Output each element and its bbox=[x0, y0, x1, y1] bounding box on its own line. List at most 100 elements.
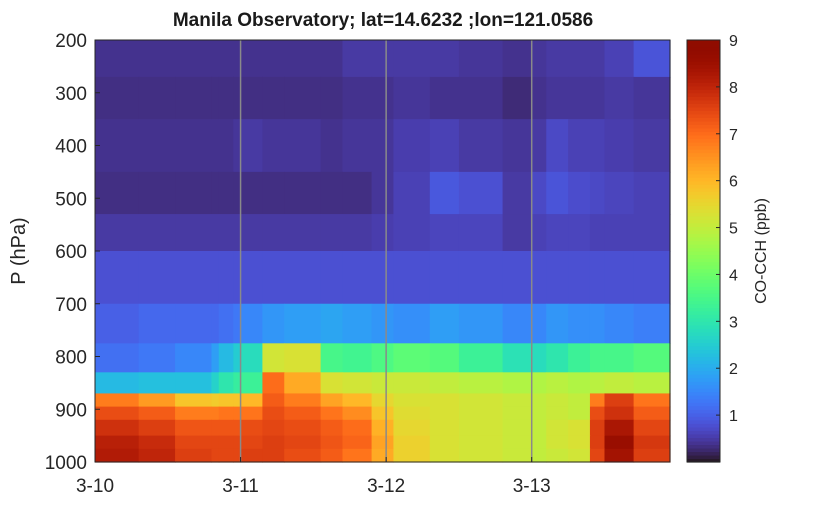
colorbar-segment bbox=[687, 282, 720, 287]
colorbar-tick-label: 2 bbox=[729, 361, 738, 378]
heatmap-cell bbox=[218, 214, 234, 252]
colorbar-segment bbox=[687, 75, 720, 80]
heatmap-cell bbox=[458, 343, 504, 373]
heatmap-cell bbox=[633, 419, 671, 437]
colorbar-segment bbox=[687, 50, 720, 55]
colorbar-segment bbox=[687, 426, 720, 431]
heatmap-cell bbox=[175, 303, 213, 344]
heatmap-cell bbox=[342, 119, 373, 173]
heatmap-cell bbox=[568, 343, 591, 373]
colorbar-segment bbox=[687, 163, 720, 168]
colorbar-segment bbox=[687, 444, 720, 449]
heatmap-cell bbox=[531, 343, 547, 373]
heatmap-cell bbox=[262, 343, 285, 373]
heatmap-cell bbox=[233, 372, 242, 395]
colorbar-ticks: 1 2 3 4 5 6 7 8 9 bbox=[716, 33, 738, 425]
heatmap-cell bbox=[429, 372, 460, 395]
heatmap-cell bbox=[604, 372, 635, 395]
heatmap-cell bbox=[429, 171, 460, 215]
colorbar-segment bbox=[687, 433, 720, 438]
heatmap-cell bbox=[531, 119, 547, 173]
y-tick-label: 300 bbox=[55, 84, 87, 105]
x-tick-label: 3-10 bbox=[76, 476, 114, 497]
colorbar-segment bbox=[687, 388, 720, 393]
colorbar-segment bbox=[687, 293, 720, 298]
colorbar-segment bbox=[687, 335, 720, 340]
colorbar-segment bbox=[687, 423, 720, 428]
heatmap-cell bbox=[458, 419, 504, 437]
colorbar-segment bbox=[687, 152, 720, 157]
heatmap-cell bbox=[589, 372, 606, 395]
heatmap-cell bbox=[371, 435, 395, 450]
heatmap-cell bbox=[546, 343, 569, 373]
colorbar-segment bbox=[687, 212, 720, 217]
colorbar-segment bbox=[687, 78, 720, 83]
colorbar-segment bbox=[687, 303, 720, 308]
heatmap-cell bbox=[175, 214, 213, 252]
colorbar-segment bbox=[687, 321, 720, 326]
heatmap-cell bbox=[393, 76, 431, 120]
colorbar-segment bbox=[687, 57, 720, 62]
heatmap-cell bbox=[240, 119, 264, 173]
heatmap-cell bbox=[393, 251, 431, 305]
heatmap-cell bbox=[502, 448, 533, 463]
heatmap-cell bbox=[458, 251, 504, 305]
colorbar-segment bbox=[687, 117, 720, 122]
heatmap-cell bbox=[175, 251, 213, 305]
heatmap-cell bbox=[262, 419, 285, 437]
heatmap-cell bbox=[284, 406, 322, 421]
heatmap-cell bbox=[604, 171, 635, 215]
colorbar-segment bbox=[687, 405, 720, 410]
heatmap-cell bbox=[320, 251, 344, 305]
heatmap-cell bbox=[429, 303, 460, 344]
heatmap-cell bbox=[211, 372, 220, 395]
heatmap-cell bbox=[218, 406, 234, 421]
heatmap-cell bbox=[211, 406, 220, 421]
chart-title: Manila Observatory; lat=14.6232 ;lon=121… bbox=[173, 10, 593, 31]
colorbar-segment bbox=[687, 374, 720, 379]
heatmap-cell bbox=[568, 171, 591, 215]
colorbar-segment bbox=[687, 61, 720, 66]
heatmap-cell bbox=[218, 76, 234, 120]
colorbar-segment bbox=[687, 236, 720, 242]
heatmap-cell bbox=[429, 343, 460, 373]
colorbar-segment bbox=[687, 145, 720, 150]
heatmap-cell bbox=[458, 435, 504, 450]
colorbar-segment bbox=[687, 345, 720, 351]
heatmap-cell bbox=[633, 343, 671, 373]
y-tick-label: 1000 bbox=[45, 453, 87, 474]
heatmap-cell bbox=[546, 251, 569, 305]
heatmap-cell bbox=[138, 303, 176, 344]
gridlines bbox=[239, 40, 533, 462]
heatmap-cell bbox=[589, 214, 606, 252]
heatmap-cell bbox=[262, 76, 285, 120]
heatmap-cell bbox=[429, 119, 460, 173]
heatmap-cell bbox=[342, 448, 373, 463]
heatmap-cell bbox=[233, 251, 242, 305]
heatmap-cell bbox=[218, 40, 234, 78]
heatmap-cell bbox=[531, 214, 547, 252]
heatmap-cell bbox=[458, 171, 504, 215]
y-tick-label: 900 bbox=[55, 400, 87, 421]
colorbar-segment bbox=[687, 279, 720, 284]
heatmap-cell bbox=[233, 393, 242, 408]
colorbar-segment bbox=[687, 240, 720, 245]
y-tick-label: 700 bbox=[55, 295, 87, 316]
heatmap-cell bbox=[604, 448, 635, 463]
colorbar-segment bbox=[687, 40, 720, 45]
heatmap-cell bbox=[393, 435, 431, 450]
colorbar-segment bbox=[687, 92, 720, 97]
colorbar-segment bbox=[687, 159, 720, 164]
heatmap-cell bbox=[95, 393, 140, 408]
heatmap-cell bbox=[240, 435, 264, 450]
heatmap-cell bbox=[95, 406, 140, 421]
heatmap-cell bbox=[95, 40, 140, 78]
heatmap-cell bbox=[211, 214, 220, 252]
heatmap-cell bbox=[393, 406, 431, 421]
heatmap-cell bbox=[393, 40, 431, 78]
heatmap-cell bbox=[546, 171, 569, 215]
colorbar-tick-label: 3 bbox=[729, 314, 738, 331]
colorbar-label: CO-CCH (ppb) bbox=[753, 198, 770, 304]
y-tick-label: 800 bbox=[55, 348, 87, 369]
heatmap-cell bbox=[211, 251, 220, 305]
